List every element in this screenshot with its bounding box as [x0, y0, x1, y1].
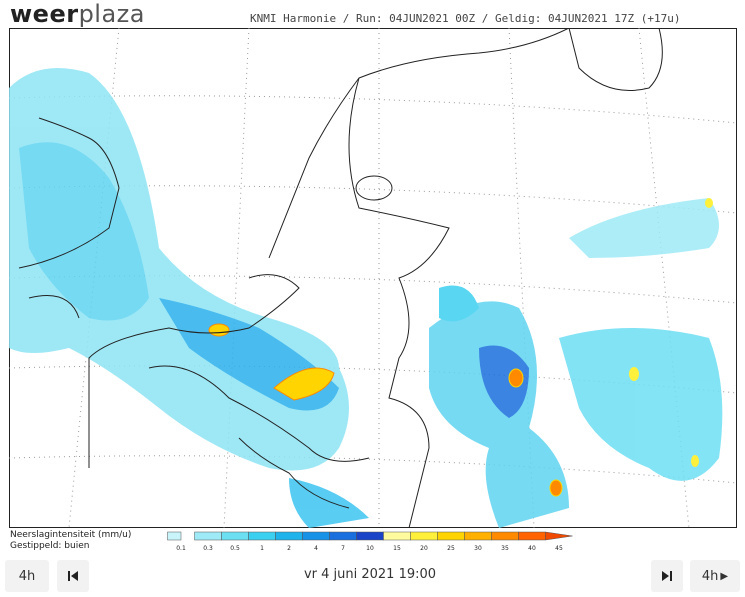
header-title: KNMI Harmonie / Run: 04JUN2021 00Z / Gel…: [250, 12, 681, 25]
legend-swatch: [518, 531, 546, 541]
legend-tick-label: 2: [287, 545, 291, 552]
legend-swatch: [194, 531, 222, 541]
legend-swatch: [437, 531, 465, 541]
legend-swatch: [491, 531, 519, 541]
logo-part: weer: [10, 0, 79, 28]
legend-subtitle: Gestippeld: buien: [10, 541, 90, 551]
legend-tick-label: 0.3: [203, 545, 213, 552]
legend-tick-label: 4: [314, 545, 318, 552]
legend-tick-label: 40: [528, 545, 536, 552]
legend-tick-label: 7: [341, 545, 345, 552]
legend-tick-label: 1: [260, 545, 264, 552]
legend-tick-label: 10: [366, 545, 374, 552]
skip-forward-icon: [662, 571, 672, 581]
legend-swatch: [275, 531, 303, 541]
legend-swatch: [329, 531, 357, 541]
legend-swatch: [167, 531, 182, 541]
back-step-button[interactable]: 4h: [5, 560, 49, 592]
legend-tick-label: 35: [501, 545, 509, 552]
legend-arrow: [545, 531, 573, 541]
legend-tick-label: 30: [474, 545, 482, 552]
legend-colorbar: 0.1 0.3 0.5 1 2 4 7 10 15 20 25 30 35 40 45: [167, 531, 573, 552]
skip-back-button[interactable]: [57, 560, 89, 592]
skip-back-icon: [68, 571, 78, 581]
legend-swatch: [464, 531, 492, 541]
legend-tick-label: 20: [420, 545, 428, 552]
legend-tick-label: 15: [393, 545, 401, 552]
skip-forward-button[interactable]: [651, 560, 683, 592]
legend-swatch: [410, 531, 438, 541]
legend-tick-label: 0.5: [230, 545, 240, 552]
legend-swatch: [248, 531, 276, 541]
forward-step-button[interactable]: 4h ▶: [690, 560, 740, 592]
legend-tick-label: 45: [555, 545, 563, 552]
date-label: vr 4 juni 2021 19:00: [303, 567, 437, 582]
logo: weerplaza: [10, 0, 145, 28]
legend-swatch: [356, 531, 384, 541]
legend-tick-label: 25: [447, 545, 455, 552]
legend-swatch: [383, 531, 411, 541]
map: [9, 28, 737, 528]
legend-title: Neerslagintensiteit (mm/u): [10, 530, 132, 540]
legend-swatch: [221, 531, 249, 541]
legend-tick-label: 0.1: [176, 545, 186, 552]
legend-swatch: [302, 531, 330, 541]
forward-step-label: 4h: [701, 568, 719, 584]
play-icon: ▶: [720, 570, 729, 582]
logo-part: plaza: [78, 0, 145, 28]
